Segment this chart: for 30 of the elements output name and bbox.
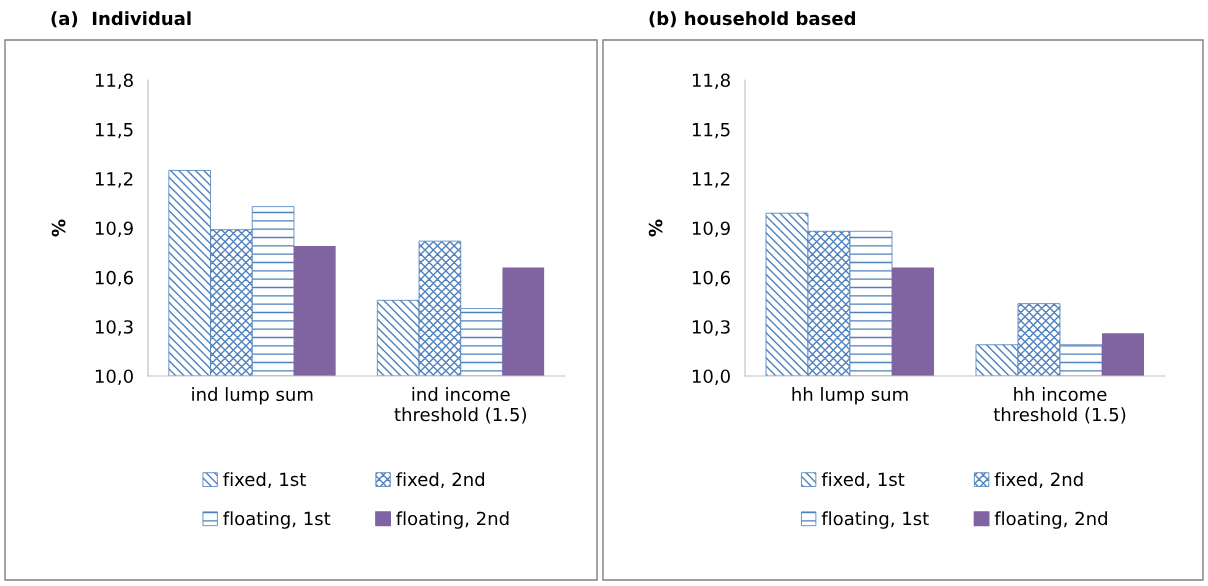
legend-label: fixed, 2nd [994,472,1083,488]
y-axis-title: % [648,219,663,237]
chart-title: (a) Individual [51,11,191,28]
legend-label: fixed, 2nd [396,472,485,488]
y-tick-label: 11,5 [692,123,730,139]
y-tick-label: 10,3 [95,320,133,336]
legend-label: floating, 2nd [994,511,1107,529]
legend-label: floating, 2nd [396,511,509,529]
legend-label: floating, 1st [821,511,929,529]
y-tick-label: 11,8 [692,73,730,89]
legend-label: fixed, 1st [821,472,905,488]
y-tick-label: 11,8 [95,73,133,89]
y-tick-label: 11,2 [95,172,133,188]
y-tick-label: 11,5 [95,123,133,139]
chart-title: (b) household based [649,11,855,28]
x-tick-label: hh income threshold (1.5) [993,387,1126,424]
y-tick-label: 10,6 [692,270,730,287]
y-tick-label: 10,0 [95,369,133,385]
x-tick-label: ind income threshold (1.5) [394,387,526,424]
x-tick-label: ind lump sum [192,387,313,405]
y-axis-title: % [51,219,66,237]
y-tick-label: 10,6 [95,270,133,287]
y-tick-label: 10,0 [692,369,730,385]
y-tick-label: 11,2 [692,172,730,188]
y-tick-label: 10,9 [95,221,133,237]
legend-label: fixed, 1st [223,472,306,488]
y-tick-label: 10,9 [692,221,730,237]
y-tick-label: 10,3 [692,320,730,336]
x-tick-label: hh lump sum [792,387,908,405]
legend-label: floating, 1st [223,511,331,529]
